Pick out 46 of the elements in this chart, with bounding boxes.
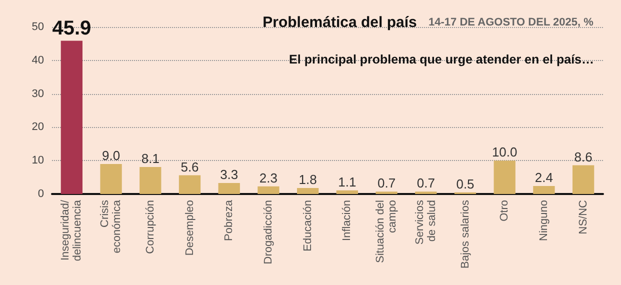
data-label: 0.7 [416, 176, 435, 191]
data-label: 5.6 [180, 159, 199, 174]
x-tick-label: Bajos salarios [459, 200, 472, 268]
data-label: 0.5 [456, 176, 474, 192]
x-tick-label: Desempleo [184, 200, 196, 256]
bar [533, 186, 555, 194]
data-label: 8.1 [141, 150, 160, 166]
y-tick-label: 0 [38, 188, 44, 200]
y-tick-label: 50 [32, 21, 44, 33]
x-tick-label: Inseguridad/ delincuencia [60, 199, 84, 262]
bar [60, 40, 82, 194]
bar [297, 188, 319, 194]
text: El principal problema que urge atender en el país… [289, 52, 594, 66]
bar [218, 182, 240, 194]
bar [572, 165, 594, 194]
y-tick-label: 10 [32, 154, 44, 167]
data-label: 0.7 [377, 176, 396, 191]
x-tick-label: NS/NC [577, 200, 590, 234]
x-tick-label: Drogadicción [262, 200, 274, 264]
data-label: 2.3 [259, 170, 278, 186]
y-tick-label: 40 [32, 54, 44, 66]
bar [258, 186, 280, 194]
bar [494, 160, 516, 194]
bar [140, 166, 162, 194]
y-tick-label: 30 [32, 88, 44, 100]
data-label: 2.4 [534, 170, 554, 185]
data-label: 8.6 [574, 149, 592, 164]
x-tick-label: Inflación [341, 200, 354, 241]
x-tick-label: Corrupción [144, 200, 156, 254]
x-tick-label: Pobreza [223, 199, 236, 241]
x-tick-label: Ninguno [538, 200, 550, 241]
data-label: 9.0 [102, 148, 120, 163]
data-label: 3.3 [220, 166, 238, 182]
bar [178, 175, 201, 194]
y-tick-label: 20 [32, 121, 44, 134]
bar [336, 190, 358, 194]
x-tick-label: Educación [302, 200, 314, 252]
x-tick-label: Otro [498, 200, 511, 222]
data-label: 1.8 [298, 172, 317, 187]
data-label: 1.1 [338, 174, 356, 190]
bar [100, 164, 122, 194]
annotation: 14-17 DE AGOSTO DEL 2025, % [428, 16, 594, 28]
x-tick-label: Situación del campo [374, 200, 399, 263]
data-label: 45.9 [52, 18, 92, 40]
data-label: 10.0 [492, 144, 518, 160]
chart-title: Problemática del país [262, 14, 417, 31]
